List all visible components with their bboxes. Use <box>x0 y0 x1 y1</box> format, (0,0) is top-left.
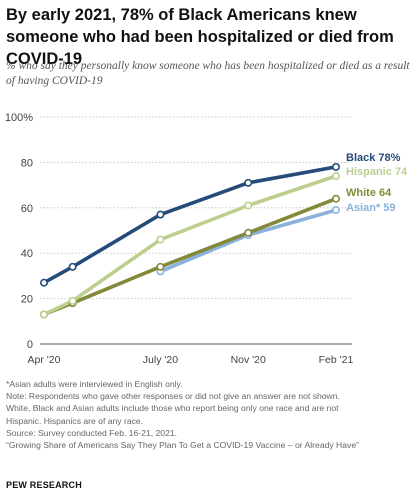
data-point <box>68 296 77 305</box>
data-point <box>331 194 340 203</box>
y-tick-label: 100% <box>5 112 33 124</box>
series-line-black <box>42 165 338 285</box>
data-point <box>244 178 253 187</box>
data-point <box>331 162 340 171</box>
data-point <box>39 278 48 287</box>
chart-subtitle: % who say they personally know someone w… <box>6 60 410 87</box>
line-chart: 0 20 40 60 80 100% Apr '20 July '20 Nov '20 Feb '… <box>5 112 408 366</box>
y-tick-label: 60 <box>21 203 33 215</box>
note-line: Hispanic. Hispanics are of any race. <box>6 415 144 426</box>
y-tick-label: 20 <box>21 294 33 306</box>
series-end-label: White 64 <box>346 187 392 199</box>
note-line: White, Black and Asian adults include th… <box>6 403 339 414</box>
x-tick-label: July '20 <box>143 354 178 366</box>
data-point <box>156 235 165 244</box>
chart-notes: *Asian adults were interviewed in Englis… <box>6 378 416 451</box>
data-point <box>331 172 340 181</box>
y-tick-label: 80 <box>21 157 33 169</box>
note-line: *Asian adults were interviewed in Englis… <box>6 379 183 389</box>
note-line: “Growing Share of Americans Say They Pla… <box>6 440 359 451</box>
data-point <box>244 201 253 210</box>
data-point <box>331 206 340 215</box>
y-tick-label: 0 <box>27 339 33 351</box>
data-point <box>244 228 253 237</box>
data-point <box>39 310 48 319</box>
series-end-label: Asian* 59 <box>346 202 396 214</box>
data-point <box>156 262 165 271</box>
series-end-label: Hispanic 74 <box>346 166 408 178</box>
series-line-asian <box>158 208 338 274</box>
note-line: Note: Respondents who gave other respons… <box>6 391 340 402</box>
series-end-label: Black 78% <box>346 152 401 164</box>
chart-title: By early 2021, 78% of Black Americans kn… <box>6 6 394 68</box>
data-point <box>156 210 165 219</box>
x-tick-label: Nov '20 <box>231 354 266 366</box>
data-point <box>68 262 77 271</box>
note-line: Source: Survey conducted Feb. 16-21, 202… <box>6 427 178 438</box>
x-tick-label: Apr '20 <box>28 354 61 366</box>
series-line-hispanic <box>42 174 338 317</box>
y-tick-label: 40 <box>21 248 33 260</box>
brand-logo-text: PEW RESEARCH <box>6 480 82 490</box>
x-tick-label: Feb '21 <box>319 354 354 366</box>
